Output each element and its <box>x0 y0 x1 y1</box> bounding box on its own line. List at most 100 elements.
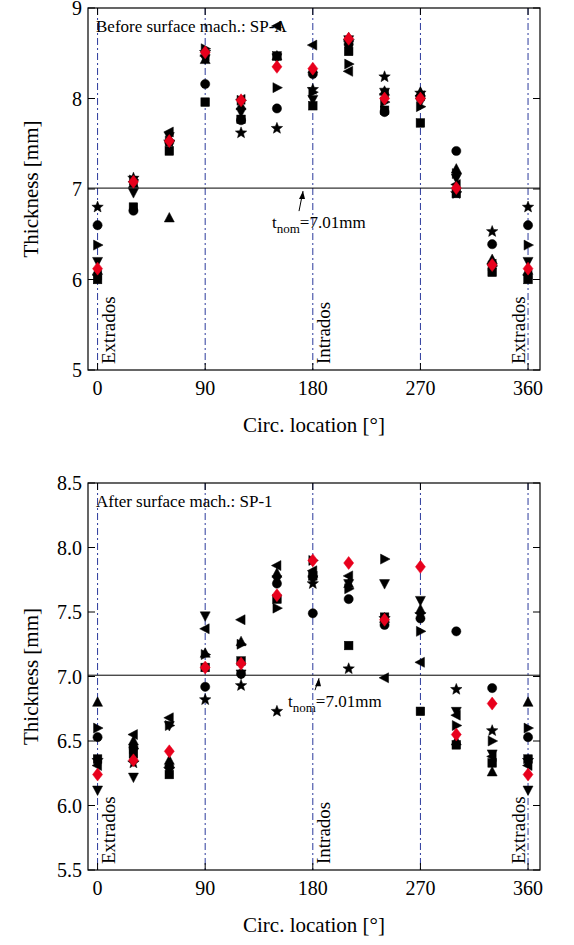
x-tick <box>420 483 421 490</box>
data-point <box>343 663 354 674</box>
data-point <box>488 684 497 693</box>
y-tick <box>88 370 95 371</box>
y-tick <box>533 98 540 99</box>
data-point <box>164 763 175 774</box>
plot-frame <box>88 8 540 370</box>
x-tick <box>205 483 206 490</box>
y-tick <box>533 483 540 484</box>
data-point <box>523 733 532 742</box>
data-point <box>165 147 174 156</box>
y-tick <box>88 870 95 871</box>
figure: 09018027036056789Circ. location [°]Thick… <box>0 0 574 945</box>
x-tick-label: 270 <box>405 877 435 899</box>
x-axis-label: Circ. location [°] <box>243 413 385 437</box>
region-label: Extrados <box>98 796 119 864</box>
y-axis-label: Thickness [mm] <box>19 608 43 745</box>
data-point <box>488 240 497 249</box>
data-point <box>523 786 533 796</box>
x-tick-label: 180 <box>298 877 328 899</box>
y-axis-label: Thickness [mm] <box>19 120 43 257</box>
y-tick <box>533 805 540 806</box>
y-tick-label: 8 <box>72 88 82 110</box>
data-point <box>92 201 103 212</box>
data-point <box>416 626 426 636</box>
data-point <box>272 60 282 73</box>
data-point <box>344 595 353 604</box>
y-tick <box>88 98 95 99</box>
y-tick <box>88 805 95 806</box>
nominal-line <box>88 675 540 676</box>
data-point <box>272 589 282 602</box>
x-axis-label: Circ. location [°] <box>243 913 385 937</box>
y-tick-label: 8.5 <box>57 472 82 494</box>
data-point <box>345 584 355 594</box>
x-tick-label: 360 <box>513 377 543 399</box>
panel-title: Before surface mach.: SP-A <box>96 17 287 36</box>
data-point <box>416 119 425 128</box>
y-tick-label: 9 <box>72 0 82 19</box>
y-tick <box>88 612 95 613</box>
data-point <box>201 682 210 691</box>
y-tick <box>533 189 540 190</box>
data-group <box>92 21 534 284</box>
x-tick-label: 360 <box>513 877 543 899</box>
data-point <box>379 673 389 683</box>
x-tick <box>420 8 421 15</box>
x-tick-label: 180 <box>298 377 328 399</box>
data-point <box>201 79 210 88</box>
data-point <box>415 609 426 620</box>
data-point <box>307 566 317 576</box>
panel-title: After surface mach.: SP-1 <box>96 492 273 511</box>
data-point <box>94 723 104 733</box>
data-point <box>343 571 353 581</box>
data-point <box>164 745 174 758</box>
data-point <box>200 612 210 622</box>
data-point <box>379 71 390 82</box>
region-label: Intrados <box>313 302 334 364</box>
x-tick <box>528 483 529 490</box>
data-point <box>92 754 103 765</box>
data-point <box>523 262 533 275</box>
region-label: Extrados <box>508 296 529 364</box>
data-point <box>237 639 247 649</box>
data-point <box>236 657 246 670</box>
data-point <box>271 122 282 133</box>
data-point <box>452 169 462 179</box>
nominal-label-part: =7.01mm <box>316 692 382 711</box>
data-point <box>236 94 246 107</box>
data-point <box>307 578 318 589</box>
data-point <box>93 697 103 707</box>
y-tick <box>88 8 95 9</box>
data-point <box>487 766 497 776</box>
y-tick <box>533 279 540 280</box>
data-point <box>128 175 138 188</box>
data-point <box>272 104 281 113</box>
data-point <box>236 108 246 118</box>
data-point <box>128 189 138 199</box>
data-point <box>93 221 102 230</box>
y-tick-label: 7 <box>72 178 82 200</box>
data-point <box>128 730 138 740</box>
chart-panel: 0901802703605.56.06.57.07.58.08.5Circ. l… <box>19 472 543 937</box>
x-tick-label: 0 <box>93 877 103 899</box>
data-point <box>271 21 281 31</box>
y-tick <box>533 8 540 9</box>
data-point <box>381 554 391 564</box>
data-point <box>272 576 282 586</box>
y-tick-label: 8.0 <box>57 537 82 559</box>
data-point <box>344 556 354 569</box>
data-point <box>201 650 211 660</box>
y-tick <box>533 612 540 613</box>
data-point <box>487 697 497 710</box>
data-point <box>164 722 174 732</box>
data-point <box>129 744 139 754</box>
arrow-head <box>315 678 321 686</box>
data-point <box>523 697 533 707</box>
data-point <box>273 83 283 93</box>
data-point <box>451 182 461 195</box>
nominal-label: tnom=7.01mm <box>288 692 382 715</box>
data-point <box>129 206 138 215</box>
x-tick <box>97 8 98 15</box>
data-point <box>380 580 390 590</box>
data-point <box>236 670 246 680</box>
